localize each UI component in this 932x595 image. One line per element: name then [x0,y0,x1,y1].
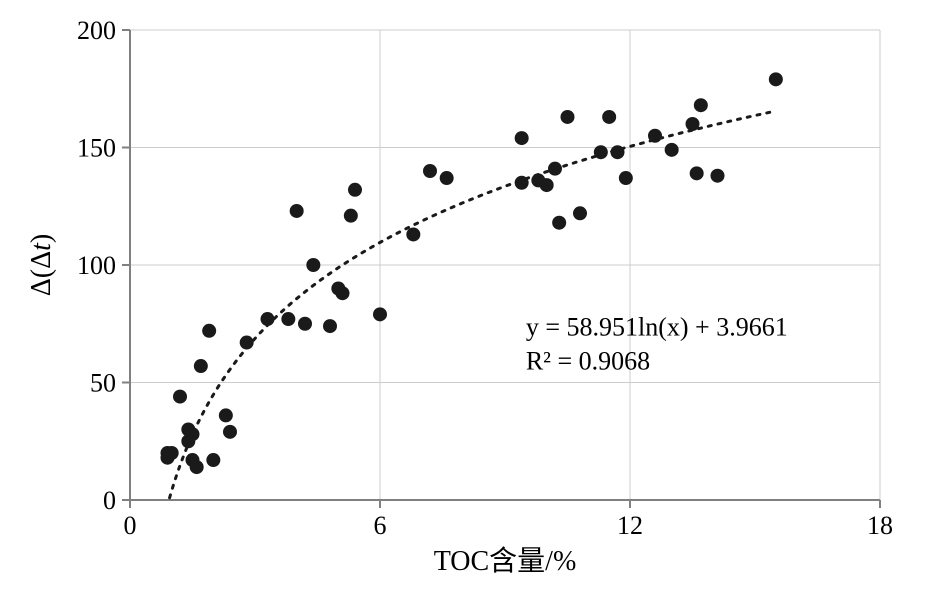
x-tick-label: 12 [617,511,643,540]
data-point [769,72,783,86]
data-point [202,324,216,338]
data-point [619,171,633,185]
y-tick-label: 50 [90,369,116,398]
data-point [306,258,320,272]
data-point [686,117,700,131]
data-point [648,129,662,143]
data-point [348,183,362,197]
data-point [186,427,200,441]
data-point [190,460,204,474]
data-point [219,408,233,422]
data-point [694,98,708,112]
y-tick-label: 200 [77,16,116,45]
data-point [440,171,454,185]
data-point [344,209,358,223]
equation-text: y = 58.951ln(x) + 3.9661 [526,313,788,342]
data-point [602,110,616,124]
data-point [611,145,625,159]
data-point [281,312,295,326]
data-point [711,169,725,183]
data-point [206,453,220,467]
data-point [261,312,275,326]
x-tick-label: 6 [374,511,387,540]
data-point [336,286,350,300]
data-point [540,178,554,192]
data-point [552,216,566,230]
data-point [594,145,608,159]
data-point [573,206,587,220]
y-tick-label: 0 [103,486,116,515]
data-point [665,143,679,157]
chart-svg: 0 6 12 18 0 50 100 150 200 TOC含量/% Δ(Δt) y = 58.951… [0,0,932,595]
y-axis-label: Δ(Δt) [26,234,57,296]
data-point [173,390,187,404]
data-point [515,131,529,145]
data-point [290,204,304,218]
data-point [223,425,237,439]
data-point [165,446,179,460]
data-point [548,162,562,176]
data-point [690,166,704,180]
data-point [423,164,437,178]
scatter-chart: 0 6 12 18 0 50 100 150 200 TOC含量/% Δ(Δt) y = 58.951… [0,0,932,595]
y-tick-label: 150 [77,134,116,163]
data-point [194,359,208,373]
x-axis-label: TOC含量/% [434,545,577,577]
y-tick-label: 100 [77,251,116,280]
data-point [298,317,312,331]
x-tick-label: 0 [124,511,137,540]
data-point [406,227,420,241]
data-point [373,307,387,321]
data-point [323,319,337,333]
data-point [240,336,254,350]
r-squared-text: R² = 0.9068 [526,347,650,376]
data-point [561,110,575,124]
x-tick-label: 18 [867,511,893,540]
data-point [515,176,529,190]
